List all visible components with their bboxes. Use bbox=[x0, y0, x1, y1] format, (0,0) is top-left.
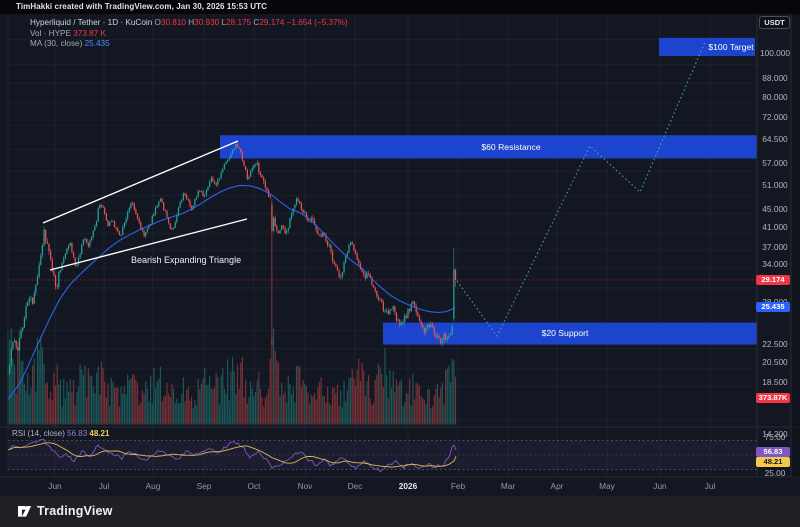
price-scale-label: 45.000 bbox=[762, 203, 788, 214]
resistance-band-label: $60 Resistance bbox=[481, 142, 541, 152]
time-axis-label: Nov bbox=[297, 481, 313, 491]
low-value: 28.175 bbox=[226, 18, 252, 27]
price-scale-label: 64.500 bbox=[762, 133, 788, 144]
attribution-bar: TimHakki created with TradingView.com, J… bbox=[0, 0, 800, 14]
tradingview-brand-link[interactable]: TradingView bbox=[37, 504, 113, 518]
high-value: 30.930 bbox=[194, 18, 220, 27]
change-value: −1.654 (−5.37%) bbox=[286, 18, 348, 27]
time-axis-label: Apr bbox=[550, 481, 564, 491]
rsi-legend-row: RSI (14, close) 56.83 48.21 bbox=[12, 429, 109, 438]
ma-line bbox=[7, 184, 456, 400]
currency-toggle-button[interactable]: USDT bbox=[759, 16, 790, 29]
price-scale-label: 88.000 bbox=[762, 73, 788, 84]
price-scale-label: 72.000 bbox=[762, 112, 788, 123]
ma-value: 25.435 bbox=[84, 39, 110, 48]
high-label: H bbox=[188, 18, 195, 27]
price-badge: 48.21 bbox=[756, 456, 790, 467]
trendline bbox=[49, 218, 248, 271]
price-scale-label: 20.500 bbox=[762, 357, 788, 368]
chart-canvas bbox=[0, 14, 800, 478]
ma-label: MA (30, close) bbox=[30, 39, 83, 48]
time-axis-label: Jul bbox=[98, 481, 110, 491]
low-label: L bbox=[221, 18, 227, 27]
price-badge: 29.174 bbox=[756, 274, 790, 285]
price-badge: 56.83 bbox=[756, 447, 790, 457]
volume-label: Vol · HYPE bbox=[30, 29, 71, 38]
time-axis-label: Oct bbox=[247, 481, 261, 491]
rsi-value: 56.83 bbox=[67, 429, 88, 438]
volume-legend-row: Vol · HYPE 373.87 K bbox=[30, 29, 106, 38]
time-axis-label: Aug bbox=[145, 481, 161, 491]
time-axis-label: Feb bbox=[450, 481, 466, 491]
footer-bar: TradingView bbox=[0, 496, 800, 527]
time-axis-label: 2026 bbox=[398, 481, 418, 491]
rsi-lines bbox=[7, 438, 457, 473]
rsi-guides bbox=[8, 440, 757, 470]
attribution-text: TimHakki created with TradingView.com, J… bbox=[16, 2, 267, 11]
price-scale-label: 22.500 bbox=[762, 339, 788, 350]
pattern-label: Bearish Expanding Triangle bbox=[131, 255, 242, 265]
price-scale-label: 18.500 bbox=[762, 377, 788, 388]
rsi-label: RSI (14, close) bbox=[12, 429, 65, 438]
price-scale-label: 41.000 bbox=[762, 222, 788, 233]
close-value: 29.174 bbox=[259, 18, 285, 27]
ma-legend-row: MA (30, close) 25.435 bbox=[30, 39, 110, 48]
price-scale-label: 100.000 bbox=[760, 48, 790, 59]
support-band-label: $20 Support bbox=[541, 328, 589, 338]
time-axis-label: Jul bbox=[704, 481, 716, 491]
time-axis-label: May bbox=[599, 481, 615, 491]
price-scale-label: 37.000 bbox=[762, 242, 788, 253]
price-badge: 373.87K bbox=[756, 393, 790, 403]
price-badge: 25.435 bbox=[756, 301, 790, 312]
volume-value: 373.87 K bbox=[73, 29, 107, 38]
chart-area: Hyperliquid / Tether · 1D · KuCoin O30.8… bbox=[0, 14, 800, 498]
price-scale-label: 14.200 bbox=[762, 428, 788, 439]
rsi-scale-label: 75.00 bbox=[764, 431, 786, 442]
price-scale-label: 34.000 bbox=[762, 258, 788, 269]
price-scale-label: 51.000 bbox=[762, 179, 788, 190]
trendline bbox=[42, 140, 239, 224]
volume-bars bbox=[7, 328, 457, 425]
open-label: O bbox=[154, 18, 161, 27]
symbol-legend-row: Hyperliquid / Tether · 1D · KuCoin O30.8… bbox=[30, 18, 348, 27]
time-axis-label: Sep bbox=[196, 481, 212, 491]
price-scale-label: 28.000 bbox=[758, 297, 792, 307]
time-axis-label: Jun bbox=[653, 481, 667, 491]
grid bbox=[8, 14, 757, 477]
close-label: C bbox=[253, 18, 260, 27]
target-band-label: $100 Target bbox=[708, 41, 754, 52]
rsi-ma-value: 48.21 bbox=[89, 429, 110, 438]
open-value: 30.810 bbox=[160, 18, 186, 27]
projection-path bbox=[456, 41, 706, 338]
tradingview-logo-icon bbox=[18, 506, 32, 517]
time-axis-label: Mar bbox=[500, 481, 516, 491]
rsi-scale-label: 25.00 bbox=[764, 467, 786, 478]
time-axis-label: Jun bbox=[48, 481, 62, 491]
price-scale-label: 57.000 bbox=[762, 157, 788, 168]
symbol-title: Hyperliquid / Tether · 1D · KuCoin bbox=[30, 18, 153, 27]
annotation-bands bbox=[220, 37, 757, 345]
price-scale-label: 80.000 bbox=[762, 91, 788, 102]
time-axis-label: Dec bbox=[347, 481, 363, 491]
